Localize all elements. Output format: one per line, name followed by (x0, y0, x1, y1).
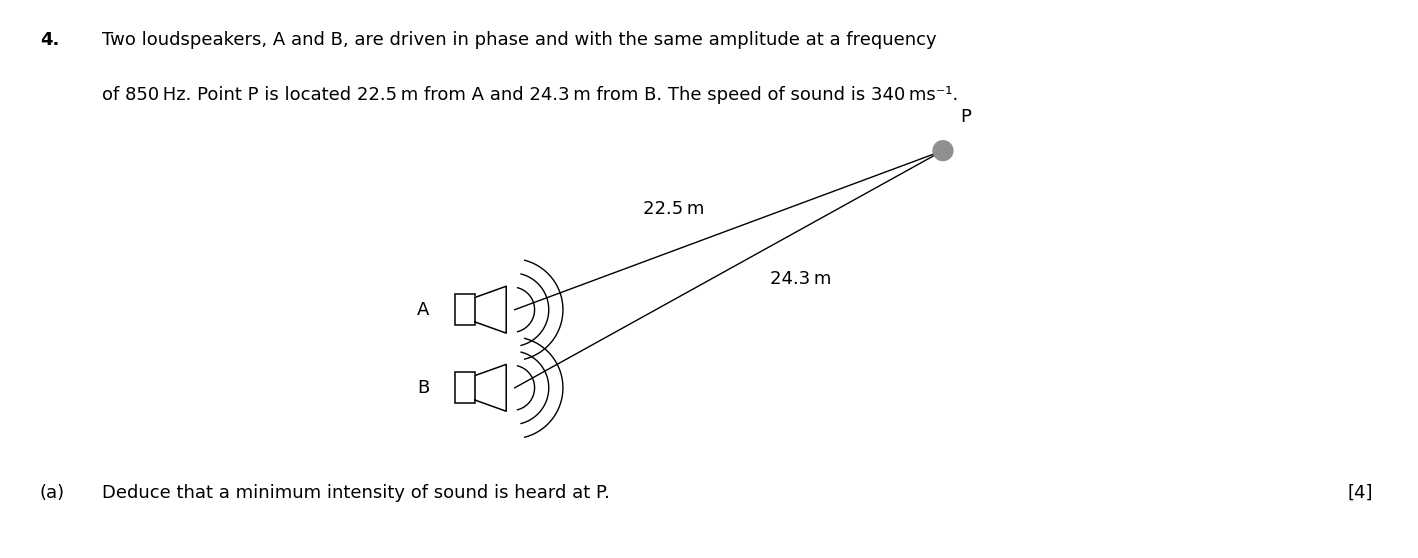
Text: of 850 Hz. Point P is located 22.5 m from A and 24.3 m from B. The speed of soun: of 850 Hz. Point P is located 22.5 m fro… (102, 86, 959, 104)
Bar (455, 373, 475, 403)
Text: 4.: 4. (40, 31, 60, 49)
Text: 24.3 m: 24.3 m (770, 270, 832, 288)
Text: [4]: [4] (1347, 484, 1373, 502)
Ellipse shape (933, 141, 953, 161)
Text: 22.5 m: 22.5 m (642, 200, 705, 218)
Text: A: A (417, 301, 430, 319)
Text: Two loudspeakers, A and B, are driven in phase and with the same amplitude at a : Two loudspeakers, A and B, are driven in… (102, 31, 937, 49)
Polygon shape (475, 286, 506, 333)
Polygon shape (475, 364, 506, 411)
Text: B: B (417, 379, 430, 397)
Text: (a): (a) (40, 484, 65, 502)
Text: Deduce that a minimum intensity of sound is heard at P.: Deduce that a minimum intensity of sound… (102, 484, 610, 502)
Text: P: P (960, 108, 971, 126)
Bar (455, 295, 475, 325)
